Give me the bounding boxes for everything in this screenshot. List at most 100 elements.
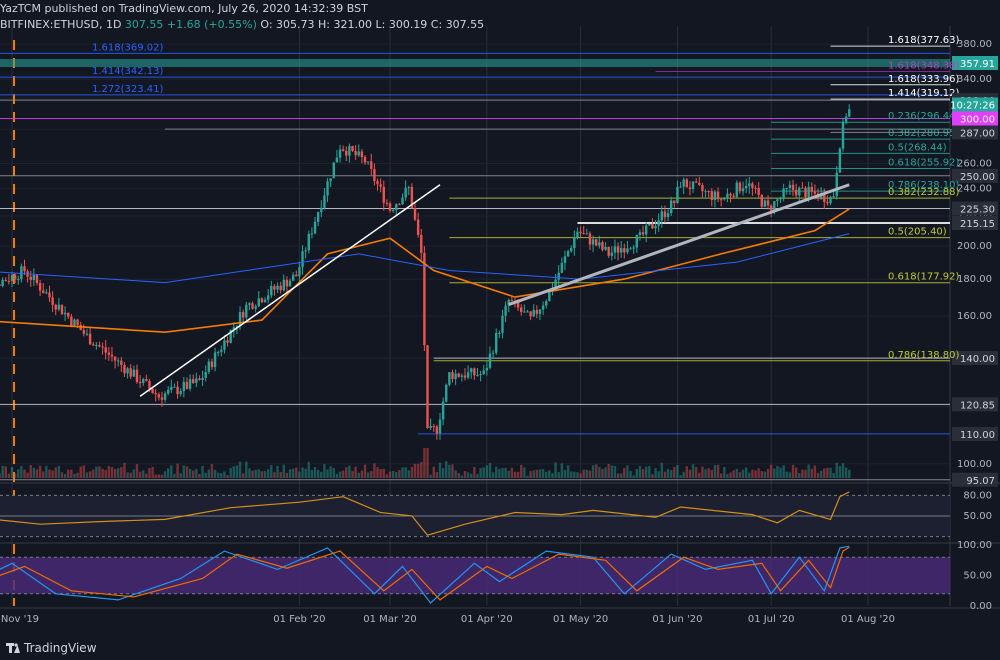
candle-body (841, 121, 845, 149)
volume-bar (135, 463, 139, 478)
candle-body (238, 312, 242, 326)
volume-bar (532, 470, 535, 478)
candle-body (738, 182, 742, 192)
volume-bar (473, 466, 476, 478)
price-axis-tag (952, 125, 998, 140)
volume-bar (598, 466, 601, 478)
fib-level-label: 0.786(238.10) (888, 180, 960, 191)
candle-body (466, 372, 470, 378)
candle-body (304, 250, 307, 252)
volume-bar (501, 467, 504, 478)
volume-bar (35, 469, 39, 478)
candle-body (648, 223, 651, 226)
volume-bar (38, 465, 42, 478)
candle-body (366, 161, 370, 163)
candle-body (154, 393, 157, 395)
candle-body (270, 286, 273, 296)
volume-bar (763, 471, 767, 478)
candle-body (848, 109, 851, 117)
volume-bar (110, 466, 114, 478)
candle-body (507, 299, 510, 306)
fib-level-label: 1.618(333.96) (888, 74, 960, 85)
volume-bar (245, 461, 248, 478)
volume-bar (751, 469, 754, 478)
volume-bar (1, 465, 4, 478)
volume-bar (407, 470, 410, 478)
stoch-k-line (0, 545, 850, 604)
candle-body (404, 187, 407, 198)
volume-bar (826, 467, 829, 478)
volume-bar (744, 467, 748, 478)
price-axis-tag-label: 287.00 (960, 128, 995, 139)
volume-bar (266, 469, 270, 478)
volume-bar (507, 470, 510, 478)
candle-body (213, 352, 217, 368)
candle-body (32, 275, 36, 280)
volume-bar (651, 474, 654, 478)
volume-bar (298, 471, 301, 478)
candle-body (560, 262, 564, 273)
candle-body (335, 157, 339, 163)
volume-bar (835, 462, 838, 478)
fib-level-label: 0.786(138.80) (888, 350, 960, 361)
volume-bar (520, 464, 523, 478)
volume-bar (0, 473, 1, 478)
volume-bar (570, 471, 573, 478)
candle-body (482, 370, 485, 375)
candle-body (385, 202, 389, 204)
volume-bar (229, 467, 232, 478)
volume-bar (535, 469, 539, 478)
candle-body (357, 151, 360, 156)
volume-bar (92, 469, 95, 478)
candle-body (470, 368, 473, 373)
volume-bar (332, 467, 335, 478)
volume-bar (823, 468, 826, 478)
candle-body (179, 391, 182, 395)
candle-body (113, 356, 117, 361)
candle-body (107, 352, 111, 355)
volume-bar (844, 467, 848, 478)
candle-body (691, 181, 695, 189)
candle-body (313, 221, 317, 234)
candle-body (554, 279, 557, 290)
candle-body (651, 223, 654, 229)
candle-body (151, 388, 154, 394)
volume-bar (416, 463, 420, 478)
candle-body (632, 247, 635, 249)
volume-bar (123, 462, 126, 478)
candle-body (657, 220, 660, 226)
volume-bar (454, 470, 457, 478)
candle-body (95, 344, 98, 346)
volume-bar (657, 471, 660, 478)
candle-body (295, 274, 298, 277)
candle-body (254, 306, 257, 309)
candle-body (207, 361, 211, 373)
x-tick-label: 01 Mar '20 (363, 614, 416, 625)
fib-level-label: 1.618(348.38) (888, 60, 960, 71)
volume-bar (654, 468, 657, 478)
volume-bar (142, 470, 145, 478)
volume-bar (463, 471, 467, 478)
volume-bar (491, 472, 495, 478)
candle-body (173, 386, 176, 388)
candle-body (398, 204, 401, 206)
fib-level-label: 0.5(205.40) (888, 227, 947, 238)
volume-bar (398, 470, 401, 478)
volume-bar (345, 467, 348, 478)
candle-body (669, 200, 673, 214)
candle-body (310, 233, 314, 235)
volume-bar (216, 472, 220, 478)
volume-bar (529, 471, 532, 478)
price-axis-tag (952, 168, 998, 183)
ohlc: O: 305.73 H: 321.00 L: 300.19 C: 307.55 (260, 18, 485, 31)
price-axis-tag-label: 250.00 (960, 172, 995, 183)
candle-body (473, 368, 476, 376)
candle-body (320, 207, 323, 213)
volume-bar (88, 471, 92, 478)
candle-body (804, 187, 807, 198)
x-tick-label: 01 Feb '20 (273, 614, 325, 625)
rsi-tick-label: 80.00 (963, 490, 992, 501)
candle-body (457, 373, 460, 377)
volume-bar (641, 469, 645, 478)
volume-bar (29, 465, 32, 478)
